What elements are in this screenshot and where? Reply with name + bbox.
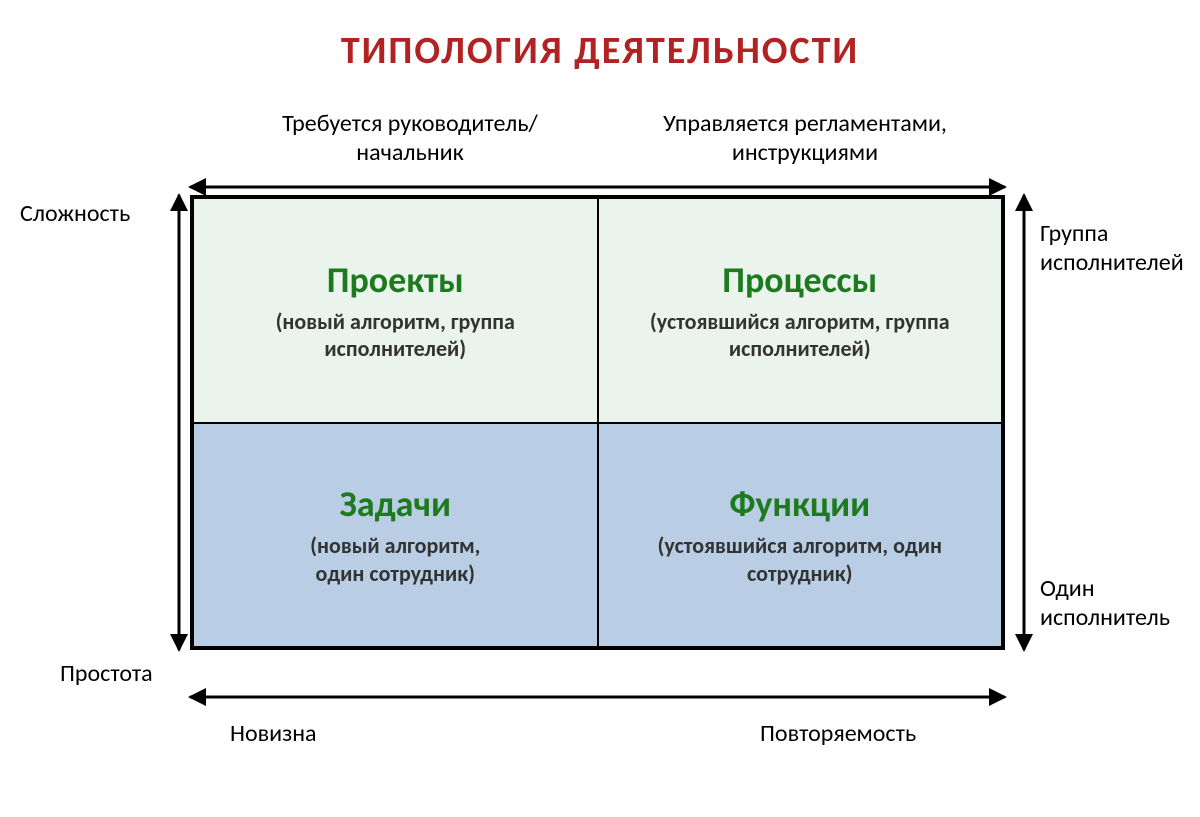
- top-axis-arrow: [190, 178, 1005, 196]
- cell-subtitle: (устоявшийся алгоритм, один сотрудник): [629, 532, 972, 587]
- bottom-left-axis-label: Новизна: [230, 720, 430, 749]
- left-bottom-axis-label: Простота: [60, 660, 190, 689]
- cell-subtitle: (устоявшийся алгоритм, группа исполнител…: [629, 308, 972, 363]
- left-axis-arrow: [170, 195, 188, 650]
- bottom-axis-arrow: [190, 688, 1005, 706]
- right-axis-arrow: [1015, 195, 1033, 650]
- matrix-container: Проекты (новый алгоритм, группа исполнит…: [190, 195, 1005, 650]
- cell-title: Задачи: [340, 482, 451, 526]
- cell-title: Процессы: [722, 258, 877, 302]
- cell-projects: Проекты (новый алгоритм, группа исполнит…: [193, 198, 598, 423]
- cell-functions: Функции (устоявшийся алгоритм, один сотр…: [598, 423, 1003, 648]
- cell-subtitle: (новый алгоритм, группа исполнителей): [224, 308, 567, 363]
- cell-title: Функции: [729, 482, 870, 526]
- cell-processes: Процессы (устоявшийся алгоритм, группа и…: [598, 198, 1003, 423]
- bottom-right-axis-label: Повторяемость: [760, 720, 1010, 749]
- right-bottom-axis-label: Один исполнитель: [1040, 575, 1200, 633]
- diagram-title: ТИПОЛОГИЯ ДЕЯТЕЛЬНОСТИ: [0, 28, 1200, 74]
- right-top-axis-label: Группа исполнителей: [1040, 220, 1200, 278]
- left-top-axis-label: Сложность: [20, 200, 170, 229]
- matrix-grid: Проекты (новый алгоритм, группа исполнит…: [190, 195, 1005, 650]
- top-left-axis-label: Требуется руководитель/начальник: [250, 110, 570, 168]
- cell-tasks: Задачи (новый алгоритм, один сотрудник): [193, 423, 598, 648]
- top-right-axis-label: Управляется регламентами, инструкциями: [620, 110, 990, 168]
- cell-title: Проекты: [327, 258, 464, 302]
- cell-subtitle: (новый алгоритм, один сотрудник): [310, 532, 480, 587]
